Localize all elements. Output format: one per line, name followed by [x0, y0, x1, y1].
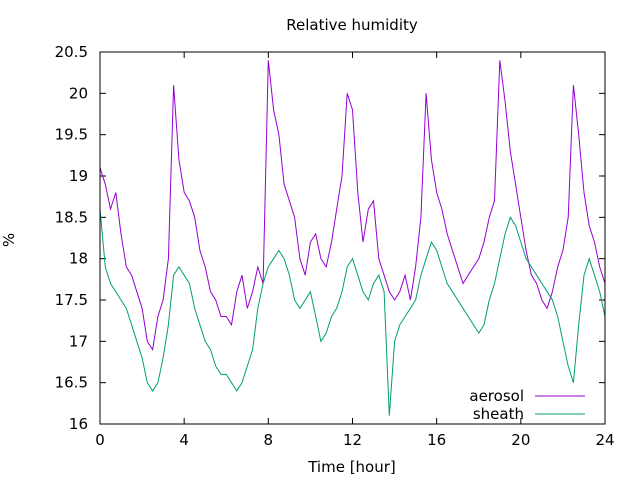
legend-label-sheath: sheath — [473, 405, 524, 423]
axis-ticks: 0 4 8 12 16 20 24 16 16.5 17 17.5 18 18.5 19 19.5 20 20.… — [55, 43, 615, 449]
data-series — [99, 60, 606, 416]
chart-title: Relative humidity — [286, 16, 418, 34]
y-tick-label: 16.5 — [55, 374, 88, 392]
x-tick-label: 8 — [264, 431, 274, 449]
y-tick-label: 20.5 — [55, 43, 88, 61]
series-line-sheath — [99, 209, 606, 416]
x-tick-label: 24 — [595, 431, 614, 449]
y-tick-label: 16 — [69, 415, 88, 433]
plot-frame — [99, 51, 606, 425]
y-tick-label: 18.5 — [55, 208, 88, 226]
legend-label-aerosol: aerosol — [469, 387, 524, 405]
y-tick-label: 20 — [69, 84, 88, 102]
y-tick-label: 17.5 — [55, 291, 88, 309]
x-axis-label: Time [hour] — [307, 458, 396, 476]
x-tick-label: 16 — [427, 431, 446, 449]
x-tick-label: 20 — [511, 431, 530, 449]
series-line-aerosol — [99, 60, 606, 351]
x-tick-label: 0 — [95, 431, 105, 449]
y-tick-label: 19 — [69, 167, 88, 185]
x-tick-label: 4 — [179, 431, 189, 449]
y-tick-label: 18 — [69, 250, 88, 268]
y-tick-label: 19.5 — [55, 126, 88, 144]
y-axis-label: % — [0, 233, 18, 247]
x-tick-label: 12 — [343, 431, 362, 449]
y-tick-label: 17 — [69, 332, 88, 350]
